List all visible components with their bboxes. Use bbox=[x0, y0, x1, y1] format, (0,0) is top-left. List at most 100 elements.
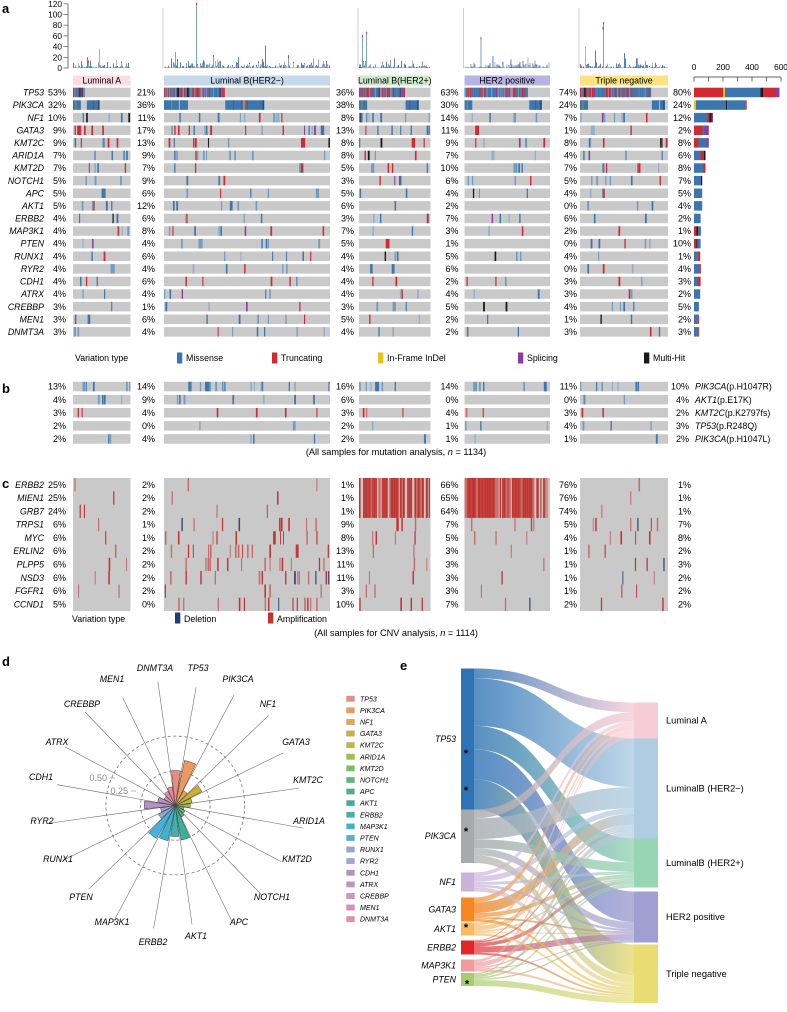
svg-text:1%: 1% bbox=[564, 314, 577, 324]
svg-text:32%: 32% bbox=[48, 100, 66, 110]
svg-text:4%: 4% bbox=[142, 289, 155, 299]
svg-text:AKT1: AKT1 bbox=[359, 801, 378, 808]
svg-text:PTEN: PTEN bbox=[433, 975, 457, 985]
svg-text:2%: 2% bbox=[678, 546, 691, 556]
svg-text:6%: 6% bbox=[341, 395, 354, 405]
svg-text:12%: 12% bbox=[673, 113, 691, 123]
svg-text:2%: 2% bbox=[445, 314, 458, 324]
svg-text:5%: 5% bbox=[341, 163, 354, 173]
svg-text:2%: 2% bbox=[142, 586, 155, 596]
svg-text:1%: 1% bbox=[678, 493, 691, 503]
svg-text:5%: 5% bbox=[564, 520, 577, 530]
svg-text:TP53: TP53 bbox=[360, 696, 377, 703]
svg-text:6%: 6% bbox=[564, 214, 577, 224]
svg-text:2%: 2% bbox=[678, 214, 691, 224]
svg-text:2%: 2% bbox=[678, 586, 691, 596]
svg-text:4%: 4% bbox=[341, 264, 354, 274]
svg-text:4%: 4% bbox=[678, 264, 691, 274]
svg-text:HER2 positive: HER2 positive bbox=[479, 75, 535, 85]
svg-text:ATRX: ATRX bbox=[45, 737, 70, 747]
svg-text:DNMT3A: DNMT3A bbox=[360, 917, 389, 924]
svg-text:3%: 3% bbox=[341, 302, 354, 312]
svg-text:2%: 2% bbox=[445, 277, 458, 287]
svg-text:MEN1: MEN1 bbox=[360, 905, 380, 912]
svg-text:HER2 positive: HER2 positive bbox=[666, 912, 725, 922]
svg-text:13%: 13% bbox=[137, 138, 155, 148]
svg-text:8%: 8% bbox=[678, 163, 691, 173]
svg-text:ERBB2: ERBB2 bbox=[360, 812, 383, 819]
svg-text:3%: 3% bbox=[53, 302, 66, 312]
svg-text:400: 400 bbox=[745, 62, 759, 72]
svg-text:c: c bbox=[2, 476, 9, 491]
svg-text:6%: 6% bbox=[53, 586, 66, 596]
svg-text:5%: 5% bbox=[445, 302, 458, 312]
svg-text:2%: 2% bbox=[142, 493, 155, 503]
svg-text:1%: 1% bbox=[142, 302, 155, 312]
svg-text:3%: 3% bbox=[564, 408, 577, 418]
svg-text:APC: APC bbox=[229, 917, 249, 927]
svg-text:1%: 1% bbox=[678, 506, 691, 516]
svg-text:100: 100 bbox=[48, 10, 62, 20]
svg-text:DNMT3A: DNMT3A bbox=[8, 327, 44, 337]
svg-text:2%: 2% bbox=[678, 314, 691, 324]
svg-text:PLPP5: PLPP5 bbox=[17, 560, 44, 570]
svg-text:ARID1A: ARID1A bbox=[11, 151, 44, 161]
svg-text:0: 0 bbox=[57, 63, 62, 73]
svg-text:13%: 13% bbox=[48, 382, 66, 392]
svg-text:3%: 3% bbox=[564, 289, 577, 299]
svg-text:4%: 4% bbox=[564, 302, 577, 312]
svg-text:7%: 7% bbox=[53, 163, 66, 173]
svg-text:MEN1: MEN1 bbox=[100, 674, 125, 684]
svg-text:*: * bbox=[464, 748, 469, 760]
svg-text:RYR2: RYR2 bbox=[21, 264, 44, 274]
svg-text:KMT2C(p.K2797fs): KMT2C(p.K2797fs) bbox=[695, 408, 770, 418]
svg-text:AKT1: AKT1 bbox=[184, 931, 207, 941]
svg-text:6%: 6% bbox=[142, 314, 155, 324]
svg-text:1%: 1% bbox=[564, 546, 577, 556]
svg-text:CDH1: CDH1 bbox=[20, 277, 44, 287]
svg-text:0.50: 0.50 bbox=[89, 773, 107, 783]
svg-text:2%: 2% bbox=[53, 434, 66, 444]
svg-text:NOTCH1: NOTCH1 bbox=[360, 778, 389, 785]
svg-text:Variation type: Variation type bbox=[72, 614, 125, 624]
svg-text:GRB7: GRB7 bbox=[20, 506, 45, 516]
svg-text:2%: 2% bbox=[142, 480, 155, 490]
svg-text:3%: 3% bbox=[445, 586, 458, 596]
svg-text:PIK3CA(p.H1047L): PIK3CA(p.H1047L) bbox=[695, 434, 770, 444]
svg-text:9%: 9% bbox=[142, 395, 155, 405]
svg-text:0%: 0% bbox=[564, 239, 577, 249]
svg-text:7%: 7% bbox=[445, 600, 458, 610]
svg-text:7%: 7% bbox=[53, 151, 66, 161]
svg-text:5%: 5% bbox=[53, 188, 66, 198]
svg-text:7%: 7% bbox=[445, 520, 458, 530]
svg-text:9%: 9% bbox=[445, 138, 458, 148]
svg-text:0%: 0% bbox=[564, 201, 577, 211]
svg-text:0%: 0% bbox=[142, 421, 155, 431]
svg-text:10%: 10% bbox=[671, 382, 689, 392]
svg-text:7%: 7% bbox=[341, 226, 354, 236]
svg-text:TRPS1: TRPS1 bbox=[16, 520, 44, 530]
svg-text:1%: 1% bbox=[445, 434, 458, 444]
svg-text:4%: 4% bbox=[53, 226, 66, 236]
svg-text:AKT1: AKT1 bbox=[433, 924, 456, 934]
svg-text:PIK3CA(p.H1047R): PIK3CA(p.H1047R) bbox=[695, 382, 772, 392]
svg-text:CREBBP: CREBBP bbox=[360, 894, 389, 901]
svg-text:5%: 5% bbox=[678, 302, 691, 312]
svg-text:1%: 1% bbox=[341, 506, 354, 516]
svg-text:Amplification: Amplification bbox=[277, 614, 327, 624]
svg-text:1%: 1% bbox=[678, 226, 691, 236]
svg-text:600: 600 bbox=[774, 62, 787, 72]
svg-text:5%: 5% bbox=[53, 201, 66, 211]
svg-text:11%: 11% bbox=[138, 113, 155, 123]
svg-text:CREBBP: CREBBP bbox=[8, 302, 44, 312]
svg-text:GATA3: GATA3 bbox=[282, 737, 310, 747]
svg-text:7%: 7% bbox=[142, 163, 155, 173]
svg-text:11%: 11% bbox=[560, 382, 577, 392]
svg-text:4%: 4% bbox=[341, 327, 354, 337]
svg-text:21%: 21% bbox=[137, 88, 155, 98]
svg-text:17%: 17% bbox=[137, 125, 155, 135]
svg-text:2%: 2% bbox=[678, 573, 691, 583]
svg-text:12%: 12% bbox=[137, 201, 155, 211]
svg-text:6%: 6% bbox=[142, 251, 155, 261]
svg-text:NOTCH1: NOTCH1 bbox=[254, 892, 290, 902]
